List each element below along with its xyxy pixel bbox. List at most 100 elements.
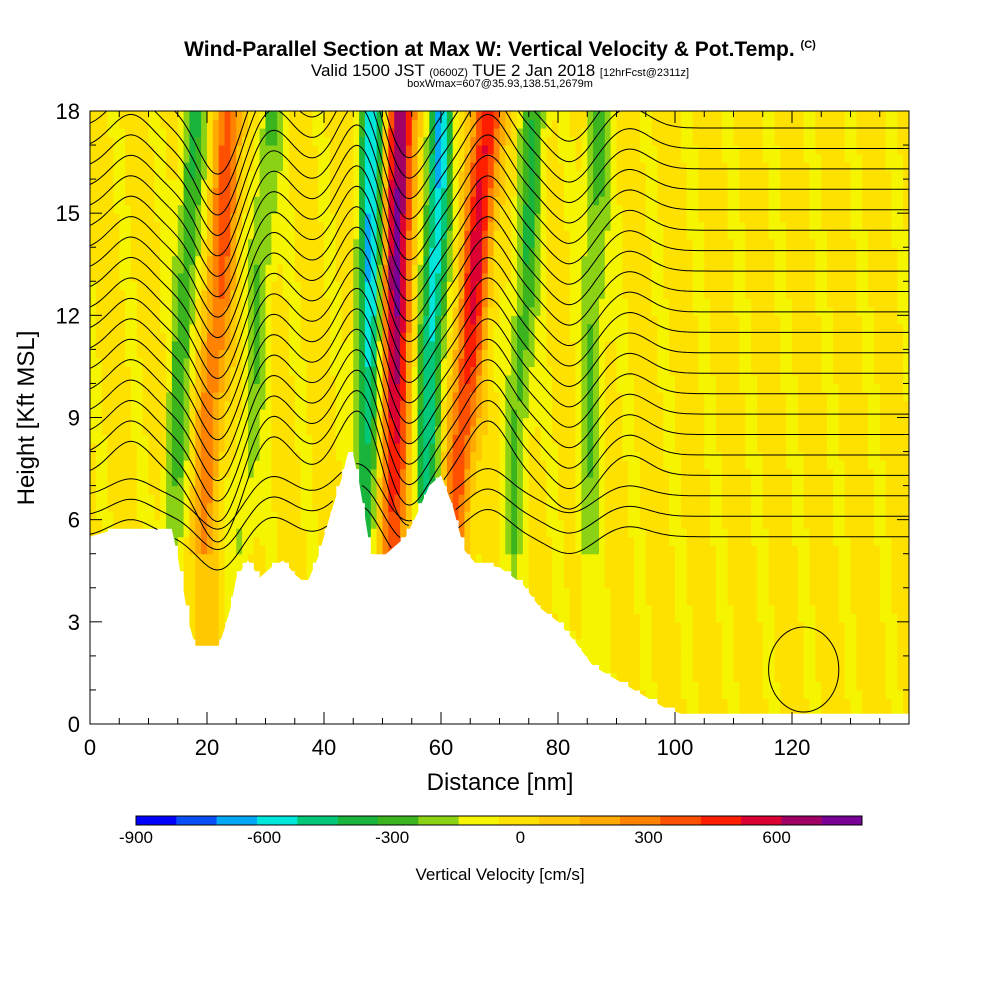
velocity-cell xyxy=(207,315,214,325)
velocity-cell xyxy=(487,400,495,410)
velocity-cell xyxy=(306,179,313,189)
velocity-cell xyxy=(622,383,629,393)
velocity-cell xyxy=(511,298,518,308)
velocity-cell xyxy=(294,417,302,427)
velocity-cell xyxy=(581,485,588,495)
velocity-cell xyxy=(388,536,395,546)
velocity-cell xyxy=(558,434,565,444)
velocity-cell xyxy=(236,468,243,478)
velocity-cell xyxy=(312,145,319,155)
velocity-cell xyxy=(417,400,424,410)
velocity-cell xyxy=(294,477,302,487)
velocity-cell xyxy=(183,238,190,248)
velocity-cell xyxy=(189,409,196,419)
velocity-cell xyxy=(522,238,530,248)
velocity-cell xyxy=(189,289,196,299)
velocity-cell xyxy=(552,323,559,333)
velocity-cell xyxy=(382,409,389,419)
velocity-cell xyxy=(364,111,372,121)
velocity-cell xyxy=(230,357,237,367)
velocity-cell xyxy=(569,460,577,470)
velocity-cell xyxy=(534,443,542,453)
velocity-cell xyxy=(599,477,606,487)
velocity-cell xyxy=(312,153,319,163)
velocity-cell xyxy=(107,451,114,461)
velocity-cell xyxy=(248,357,255,367)
velocity-cell xyxy=(616,621,623,631)
velocity-cell xyxy=(288,247,296,257)
velocity-cell xyxy=(166,477,173,487)
velocity-cell xyxy=(312,204,319,214)
velocity-cell xyxy=(195,272,202,282)
velocity-cell xyxy=(481,553,489,563)
velocity-cell xyxy=(300,511,308,521)
velocity-cell xyxy=(353,426,360,436)
velocity-cell xyxy=(142,357,150,367)
velocity-cell xyxy=(95,162,103,172)
velocity-cell xyxy=(382,281,389,291)
velocity-cell xyxy=(593,502,600,512)
velocity-cell xyxy=(546,332,553,342)
velocity-cell xyxy=(318,272,325,282)
velocity-cell xyxy=(628,604,635,614)
velocity-cell xyxy=(230,477,237,487)
velocity-cell xyxy=(411,298,419,308)
velocity-cell xyxy=(517,264,524,274)
velocity-cell xyxy=(113,136,120,146)
velocity-cell xyxy=(312,536,319,546)
velocity-cell xyxy=(166,255,173,265)
velocity-cell xyxy=(388,136,395,146)
velocity-cell xyxy=(417,468,424,478)
velocity-cell xyxy=(563,204,571,214)
velocity-cell xyxy=(604,374,612,384)
velocity-cell xyxy=(125,170,132,180)
velocity-cell xyxy=(136,519,144,529)
velocity-cell xyxy=(142,374,150,384)
velocity-cell xyxy=(388,213,395,223)
velocity-cell xyxy=(329,451,337,461)
velocity-cell xyxy=(575,519,582,529)
velocity-cell xyxy=(587,179,594,189)
velocity-cell xyxy=(95,409,103,419)
velocity-cell xyxy=(207,230,214,240)
velocity-cell xyxy=(265,392,272,402)
velocity-cell xyxy=(563,400,571,410)
velocity-cell xyxy=(388,409,395,419)
velocity-cell xyxy=(142,213,150,223)
velocity-cell xyxy=(481,443,489,453)
velocity-cell xyxy=(335,468,343,478)
velocity-cell xyxy=(616,536,623,546)
velocity-cell xyxy=(411,349,419,359)
velocity-cell xyxy=(376,281,384,291)
velocity-cell xyxy=(563,349,571,359)
velocity-cell xyxy=(248,272,255,282)
velocity-cell xyxy=(265,153,272,163)
velocity-cell xyxy=(329,400,337,410)
velocity-cell xyxy=(189,187,196,197)
velocity-cell xyxy=(288,162,296,172)
velocity-cell xyxy=(242,332,249,342)
velocity-cell xyxy=(540,204,547,214)
velocity-cell xyxy=(130,383,138,393)
velocity-cell xyxy=(528,511,536,521)
velocity-cell xyxy=(540,511,547,521)
velocity-cell xyxy=(470,136,477,146)
velocity-cell xyxy=(563,562,571,572)
velocity-cell xyxy=(212,204,220,214)
velocity-cell xyxy=(177,238,185,248)
velocity-cell xyxy=(107,289,114,299)
velocity-cell xyxy=(207,145,214,155)
velocity-cell xyxy=(470,238,477,248)
velocity-cell xyxy=(107,281,114,291)
velocity-cell xyxy=(189,366,196,376)
velocity-cell xyxy=(435,128,442,138)
velocity-cell xyxy=(587,596,594,606)
velocity-cell xyxy=(558,570,565,580)
velocity-cell xyxy=(499,528,506,538)
velocity-cell xyxy=(441,460,448,470)
velocity-cell xyxy=(522,434,530,444)
velocity-cell xyxy=(101,306,109,316)
velocity-cell xyxy=(283,111,290,121)
velocity-cell xyxy=(236,162,243,172)
velocity-cell xyxy=(125,230,132,240)
